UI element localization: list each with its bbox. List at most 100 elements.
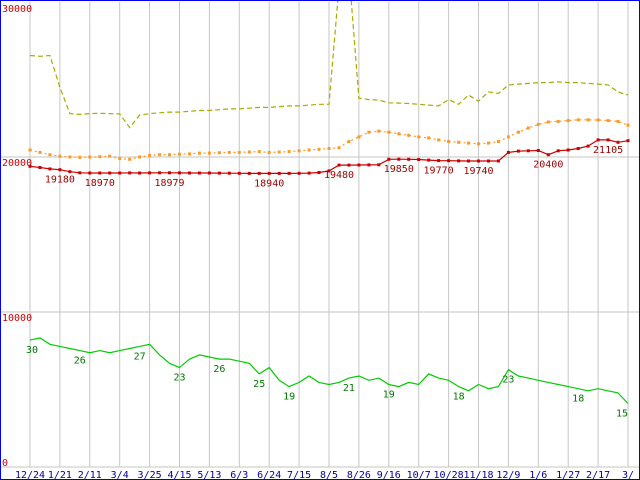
series-price-marker: [78, 171, 82, 175]
series-price-marker: [317, 171, 321, 174]
series-price-marker: [58, 168, 62, 172]
series-price-marker: [427, 158, 431, 162]
series-average-short-marker: [467, 141, 470, 145]
series-average-short-marker: [447, 140, 451, 143]
x-tick-label: 2/17: [586, 470, 610, 480]
y-tick-label: 30000: [2, 4, 32, 15]
price-value-label: 19740: [463, 166, 493, 177]
series-average-short-marker: [237, 150, 241, 154]
x-tick-label: 3/: [622, 470, 634, 480]
series-price-marker: [437, 159, 441, 163]
series-average-short-marker: [586, 118, 590, 122]
x-tick-label: 5/13: [197, 470, 221, 480]
y-tick-label: 0: [2, 458, 8, 469]
series-average-short-marker: [28, 148, 32, 152]
series-average-short-marker: [297, 149, 301, 153]
series-price-marker: [487, 159, 490, 163]
x-tick-label: 12/24: [15, 470, 45, 480]
series-price-marker: [506, 150, 510, 154]
series-average-short-marker: [118, 157, 122, 161]
series-average-short-marker: [347, 140, 351, 143]
series-average-short-marker: [48, 153, 52, 157]
series-price-marker: [556, 149, 560, 153]
series-average-short-marker: [38, 150, 42, 154]
series-average-short-marker: [227, 150, 231, 154]
volume-value-label: 23: [173, 373, 185, 384]
series-average-short-marker: [397, 132, 401, 136]
series-price-marker: [287, 171, 291, 175]
y-tick-label: 20000: [2, 158, 32, 169]
series-price-marker: [606, 138, 610, 142]
series-average-short-marker: [367, 130, 371, 134]
series-average-short-marker: [98, 155, 102, 159]
series-price-marker: [417, 158, 421, 161]
x-tick-label: 1/27: [556, 470, 580, 480]
volume-value-label: 21: [343, 383, 355, 394]
series-price-marker: [457, 159, 461, 163]
series-average-short-marker: [516, 130, 520, 134]
series-price-marker: [347, 163, 351, 167]
series-price-marker: [128, 171, 132, 175]
series-price-marker: [327, 169, 331, 173]
series-average-short-marker: [616, 119, 620, 123]
price-value-label: 19850: [384, 164, 414, 175]
series-average-short-marker: [307, 148, 311, 152]
series-price-marker: [38, 166, 42, 169]
series-average-short-marker: [58, 154, 62, 158]
series-price-marker: [247, 171, 251, 175]
volume-value-label: 18: [453, 392, 465, 403]
series-average-short-marker: [546, 120, 550, 124]
series-price-marker: [467, 159, 470, 163]
series-average-short-marker: [108, 154, 112, 158]
series-price-marker: [237, 171, 241, 175]
volume-value-label: 19: [283, 392, 295, 403]
x-tick-label: 6/3: [230, 470, 248, 480]
x-tick-label: 3/25: [138, 470, 162, 480]
series-average-short-marker: [566, 119, 570, 123]
series-average-short-marker: [68, 155, 72, 159]
x-tick-label: 2/11: [78, 470, 102, 480]
series-price-marker: [576, 147, 580, 150]
series-price-marker: [108, 171, 112, 175]
series-price-marker: [536, 149, 540, 152]
series-average-short-marker: [357, 135, 361, 139]
series-price-marker: [168, 171, 171, 175]
series-price-marker: [626, 139, 630, 143]
series-average-short-marker: [207, 151, 211, 155]
price-value-label: 21105: [593, 145, 623, 156]
series-price-marker: [596, 138, 600, 142]
price-value-label: 20400: [533, 160, 563, 171]
series-volume-line: [29, 337, 629, 404]
series-price-marker: [158, 171, 162, 175]
volume-value-label: 27: [134, 351, 146, 362]
series-average-short-marker: [417, 135, 421, 139]
series-price-marker: [138, 171, 142, 175]
series-average-short-marker: [267, 150, 271, 154]
series-average-short-marker: [496, 140, 500, 143]
series-price-marker: [178, 171, 181, 175]
series-average-long-line: [29, 0, 629, 129]
x-tick-label: 11/18: [463, 470, 493, 480]
series-price-marker: [526, 149, 530, 153]
x-tick-label: 3/4: [111, 470, 129, 480]
series-price-marker: [227, 171, 231, 175]
volume-value-label: 23: [502, 375, 514, 386]
series-price-marker: [188, 171, 191, 175]
x-tick-label: 4/15: [167, 470, 191, 480]
volume-value-label: 26: [213, 364, 225, 375]
volume-value-label: 15: [616, 409, 628, 420]
series-average-short-marker: [606, 119, 610, 123]
series-price-marker: [397, 157, 401, 161]
series-price-marker: [546, 153, 550, 157]
series-average-short-marker: [287, 150, 291, 154]
x-tick-label: 10/7: [407, 470, 431, 480]
series-average-short-marker: [556, 119, 560, 123]
series-average-short-marker: [596, 118, 600, 122]
series-average-short-marker: [327, 147, 331, 150]
series-average-short-marker: [148, 153, 152, 157]
volume-value-label: 18: [572, 394, 584, 405]
series-price-marker: [566, 148, 570, 152]
series-average-short-marker: [277, 150, 281, 154]
